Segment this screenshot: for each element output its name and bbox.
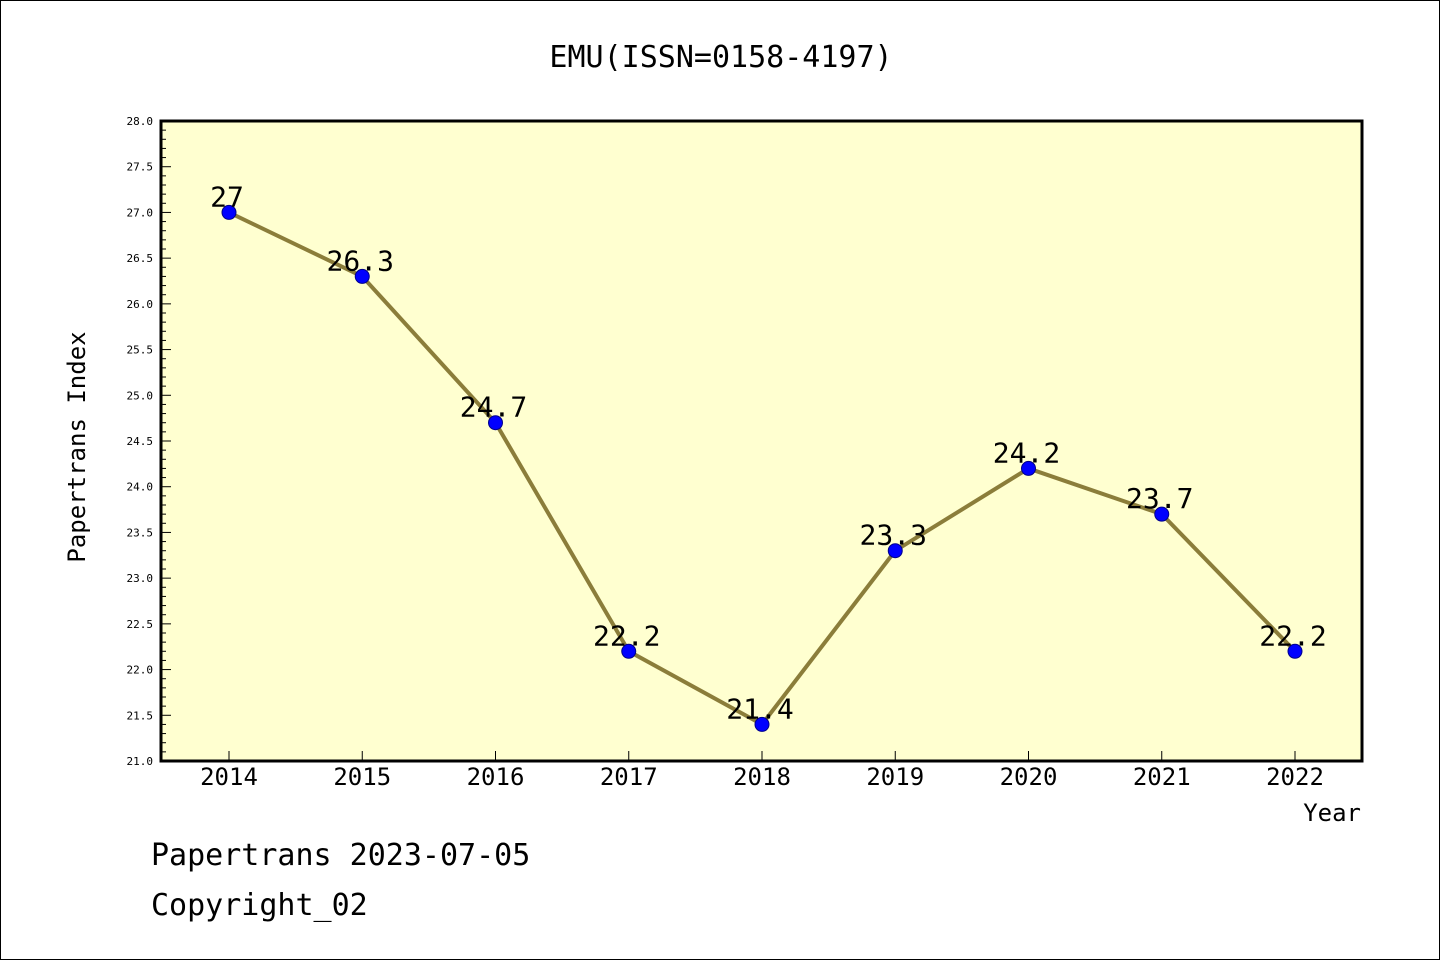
- y-tick-label: 25.5: [127, 344, 154, 357]
- data-point: [621, 643, 637, 659]
- y-tick-label: 22.0: [127, 664, 154, 677]
- x-tick-label: 2021: [1133, 763, 1191, 791]
- x-tick-label: 2017: [600, 763, 658, 791]
- data-label: 24.7: [460, 391, 527, 424]
- y-tick-label: 23.5: [127, 526, 154, 539]
- x-axis-title: Year: [1303, 799, 1361, 827]
- y-tick-label: 23.0: [127, 572, 154, 585]
- y-tick-label: 24.0: [127, 481, 154, 494]
- footer-date: Papertrans 2023-07-05: [151, 838, 530, 873]
- data-label: 26.3: [327, 244, 394, 277]
- y-axis-title: Papertrans Index: [63, 331, 91, 562]
- data-point: [1287, 643, 1303, 659]
- x-tick-label: 2019: [866, 763, 924, 791]
- y-tick-label: 26.0: [127, 298, 154, 311]
- data-label: 22.2: [1259, 619, 1326, 652]
- data-point: [754, 716, 770, 732]
- y-tick-label: 27.0: [127, 206, 154, 219]
- data-point: [221, 204, 237, 220]
- y-tick-label: 22.5: [127, 618, 154, 631]
- x-tick-label: 2015: [333, 763, 391, 791]
- plot-area: [159, 119, 1364, 763]
- data-label: 27: [210, 180, 244, 213]
- x-tick-label: 2018: [733, 763, 791, 791]
- y-tick-label: 21.0: [127, 755, 154, 768]
- data-point: [1154, 506, 1170, 522]
- x-axis: 2014 2015 2016 2017 2018 2019 2020 2021 2022: [200, 751, 1324, 791]
- data-label: 22.2: [593, 619, 660, 652]
- x-tick-label: 2022: [1266, 763, 1324, 791]
- y-axis: 21.0 21.5 22.0 22.5 23.0 23.5 24.0 24.5 25.0 25.5…: [127, 115, 171, 768]
- data-label: 21.4: [726, 692, 793, 725]
- data-point: [488, 415, 503, 431]
- y-tick-label: 21.5: [127, 709, 154, 722]
- data-label: 24.2: [993, 436, 1060, 469]
- x-tick-label: 2016: [467, 763, 525, 791]
- x-tick-label: 2020: [1000, 763, 1058, 791]
- x-tick-label: 2014: [200, 763, 258, 791]
- y-tick-label: 28.0: [127, 115, 154, 128]
- y-tick-label: 24.5: [127, 435, 154, 448]
- y-tick-label: 25.0: [127, 389, 154, 402]
- footer-copyright: Copyright_02: [151, 888, 368, 923]
- data-point: [1021, 460, 1036, 476]
- data-point: [887, 543, 903, 559]
- data-label: 23.3: [860, 519, 927, 552]
- data-label: 23.7: [1126, 482, 1193, 515]
- data-point: [354, 268, 370, 284]
- chart-title: EMU(ISSN=0158-4197): [549, 40, 892, 75]
- y-tick-label: 27.5: [127, 161, 154, 174]
- y-tick-label: 26.5: [127, 252, 154, 265]
- series-layer: 27 26.3 24.7 22.2 21.4 23.3 24.2 23.7 22.2: [210, 180, 1327, 732]
